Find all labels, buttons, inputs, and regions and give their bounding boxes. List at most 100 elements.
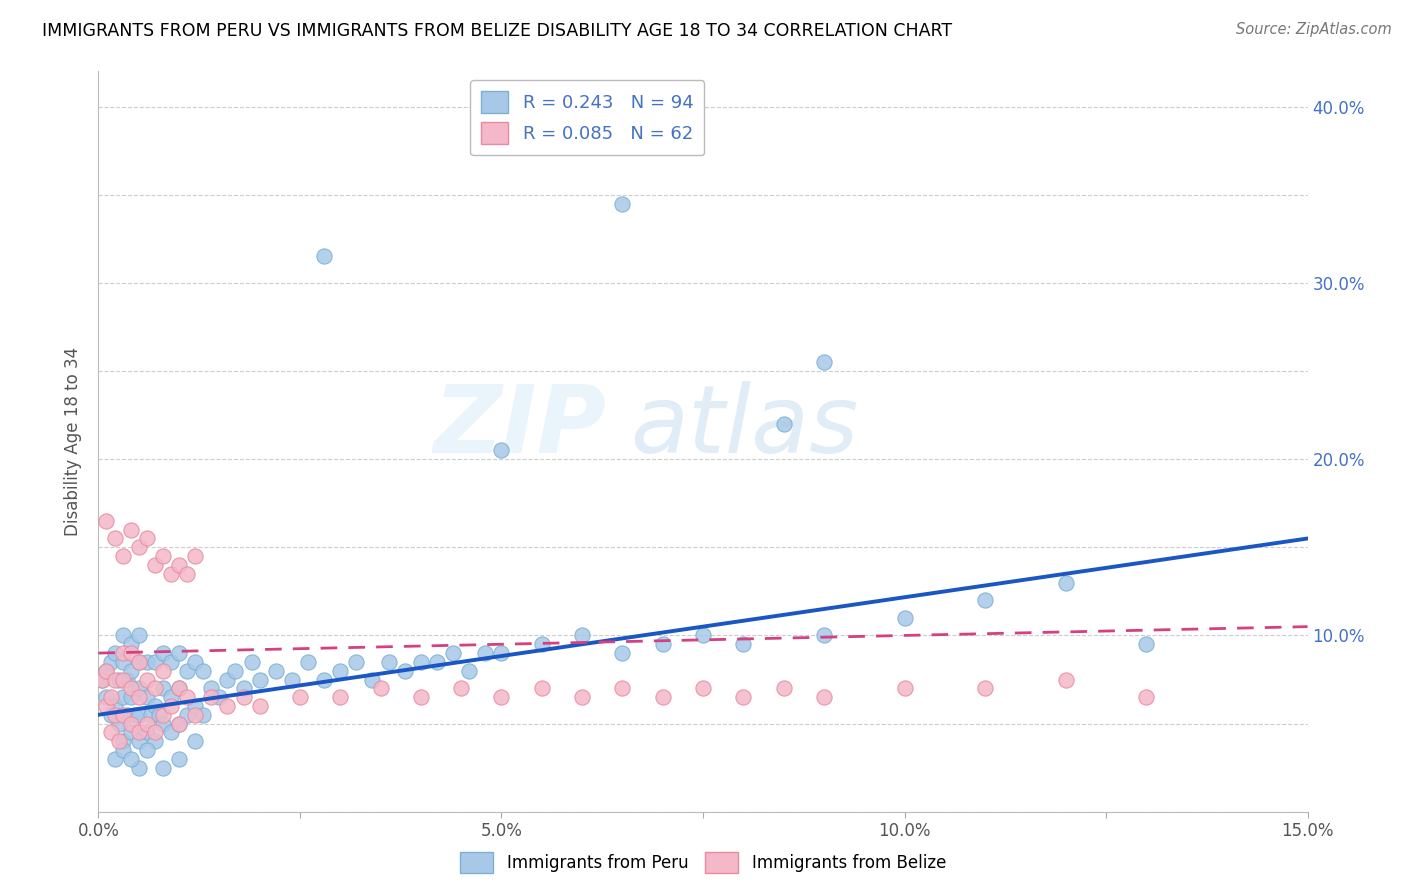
Point [152,761,174,775]
Point [91,673,114,687]
Point [813,355,835,369]
Point [120,681,142,696]
Point [160,690,183,705]
Point [143,725,166,739]
Point [128,707,150,722]
Point [120,725,142,739]
Point [612,196,634,211]
Point [160,655,183,669]
Point [167,646,190,660]
Point [176,690,198,705]
Point [115,673,138,687]
Point [100,707,122,722]
Point [103,673,125,687]
Point [107,716,129,731]
Point [103,707,125,722]
Point [128,655,150,669]
Point [491,443,513,458]
Point [103,646,125,660]
Point [107,673,129,687]
Point [974,593,997,607]
Point [160,566,183,581]
Point [409,655,432,669]
Point [107,734,129,748]
Point [96,698,118,713]
Point [176,566,198,581]
Point [120,690,142,705]
Point [224,664,246,678]
Point [232,681,254,696]
Point [96,664,118,678]
Text: Source: ZipAtlas.com: Source: ZipAtlas.com [1236,22,1392,37]
Point [143,681,166,696]
Point [135,725,157,739]
Point [111,707,134,722]
Y-axis label: Disability Age 18 to 34: Disability Age 18 to 34 [65,347,83,536]
Point [167,752,190,766]
Point [692,681,714,696]
Point [120,752,142,766]
Point [651,690,673,705]
Point [240,655,263,669]
Point [111,549,134,563]
Point [143,558,166,572]
Point [530,637,553,651]
Point [200,690,222,705]
Text: atlas: atlas [630,381,859,472]
Point [111,743,134,757]
Text: ZIP: ZIP [433,381,606,473]
Point [571,690,593,705]
Point [329,664,352,678]
Point [96,514,118,528]
Point [733,690,755,705]
Point [152,716,174,731]
Point [96,664,118,678]
Point [152,707,174,722]
Point [135,673,157,687]
Point [249,698,271,713]
Point [135,690,157,705]
Point [1054,575,1077,590]
Point [135,743,157,757]
Point [120,523,142,537]
Point [208,690,231,705]
Point [184,655,207,669]
Point [394,664,416,678]
Point [128,541,150,555]
Point [111,628,134,642]
Point [135,655,157,669]
Point [111,673,134,687]
Point [772,417,794,431]
Point [217,673,239,687]
Point [160,725,183,739]
Point [143,698,166,713]
Point [409,690,432,705]
Point [124,707,146,722]
Point [1135,690,1157,705]
Point [120,646,142,660]
Point [115,707,138,722]
Point [167,681,190,696]
Point [813,690,835,705]
Point [200,681,222,696]
Point [100,725,122,739]
Point [264,664,287,678]
Point [893,611,915,625]
Point [96,690,118,705]
Point [370,681,392,696]
Point [135,532,157,546]
Point [103,752,125,766]
Point [441,646,464,660]
Point [193,707,215,722]
Point [474,646,496,660]
Point [160,698,183,713]
Point [733,637,755,651]
Point [135,716,157,731]
Point [232,690,254,705]
Point [426,655,449,669]
Point [128,690,150,705]
Point [143,655,166,669]
Point [176,707,198,722]
Point [974,681,997,696]
Point [139,707,162,722]
